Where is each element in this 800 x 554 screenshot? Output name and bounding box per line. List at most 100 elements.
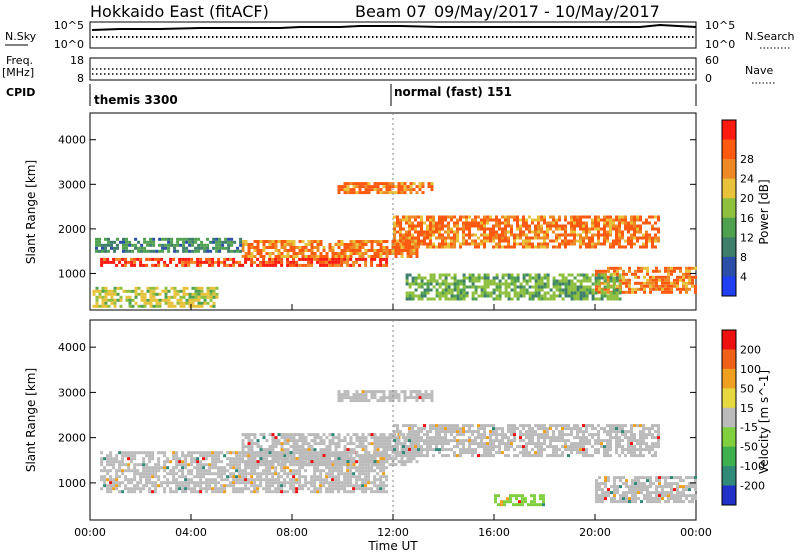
range-gate-cell [519,285,523,289]
range-gate-cell [477,424,480,428]
range-gate-cell [316,451,320,455]
range-gate-cell [573,285,577,289]
range-gate-cell [417,433,420,437]
range-gate-cell [522,291,526,295]
range-gate-cell [385,490,389,494]
range-gate-cell [642,430,645,434]
range-gate-cell [561,430,564,434]
range-gate-cell [209,304,213,308]
range-gate-cell [250,475,254,479]
range-gate-cell [405,276,409,280]
range-gate-cell [217,487,221,491]
range-gate-cell [429,424,432,428]
range-gate-cell [534,276,538,280]
range-gate-cell [459,294,463,298]
range-gate-cell [215,237,219,241]
range-gate-cell [438,230,441,234]
range-gate-cell [181,454,185,458]
range-gate-cell [244,436,248,440]
range-gate-cell [649,290,652,294]
colorbar-segment [722,217,736,238]
range-gate-cell [645,427,648,431]
range-gate-cell [193,260,197,264]
range-gate-cell [480,288,484,292]
range-gate-cell [289,457,293,461]
range-gate-cell [513,288,517,292]
range-gate-cell [364,436,368,440]
range-gate-cell [630,215,633,219]
range-gate-cell [441,291,445,295]
range-gate-cell [349,246,353,249]
range-gate-cell [676,278,679,282]
range-gate-cell [331,260,335,264]
range-gate-cell [513,239,516,243]
range-gate-cell [613,485,616,489]
range-gate-cell [169,257,173,261]
range-gate-cell [382,460,386,464]
range-gate-cell [549,454,552,458]
range-gate-cell [507,242,510,246]
range-gate-cell [447,297,451,301]
range-gate-cell [244,257,248,261]
range-gate-cell [543,439,546,443]
range-gate-cell [501,236,504,240]
range-gate-cell [166,466,170,470]
range-gate-cell [609,430,612,434]
range-gate-cell [328,487,332,491]
range-gate-cell [316,260,320,264]
range-gate-cell [682,281,685,285]
range-gate-cell [115,487,119,491]
range-gate-cell [519,282,523,286]
range-gate-cell [367,472,371,476]
range-gate-cell [373,457,377,461]
range-gate-cell [409,390,413,394]
range-gate-cell [477,427,480,431]
range-gate-cell [289,260,293,264]
range-gate-cell [633,424,636,428]
range-gate-cell [576,448,579,452]
range-gate-cell [453,430,456,434]
range-gate-cell [256,463,260,467]
range-gate-cell [110,243,113,247]
range-gate-cell [655,278,658,282]
range-gate-cell [625,485,628,489]
range-gate-cell [358,475,362,479]
range-gate-cell [274,466,278,470]
range-gate-cell [307,448,311,452]
range-gate-cell [373,396,377,400]
range-gate-cell [244,469,248,473]
range-gate-cell [598,482,601,486]
range-gate-cell [411,430,414,434]
range-gate-cell [376,472,380,476]
range-gate-cell [664,476,667,480]
range-gate-cell [373,490,377,494]
range-gate-cell [361,433,365,437]
range-gate-cell [361,393,365,397]
range-gate-cell [164,298,168,302]
range-gate-cell [685,287,688,291]
range-gate-cell [533,503,536,507]
range-gate-cell [319,255,323,258]
range-gate-cell [256,246,260,249]
range-gate-cell [376,240,380,243]
range-gate-cell [307,463,311,467]
range-gate-cell [409,185,413,189]
range-gate-cell [537,285,541,289]
range-gate-cell [646,488,649,492]
range-gate-cell [432,230,435,234]
range-gate-cell [265,478,269,482]
range-gate-cell [337,457,341,461]
range-gate-cell [130,460,134,464]
range-gate-cell [450,439,453,443]
range-gate-cell [146,289,150,293]
range-gate-cell [355,466,359,470]
range-gate-cell [624,224,627,228]
range-gate-cell [182,237,186,241]
range-gate-cell [486,282,490,286]
range-gate-cell [408,227,411,231]
range-gate-cell [486,454,489,458]
range-gate-cell [274,490,278,494]
range-gate-cell [654,445,657,449]
range-gate-cell [328,445,332,449]
